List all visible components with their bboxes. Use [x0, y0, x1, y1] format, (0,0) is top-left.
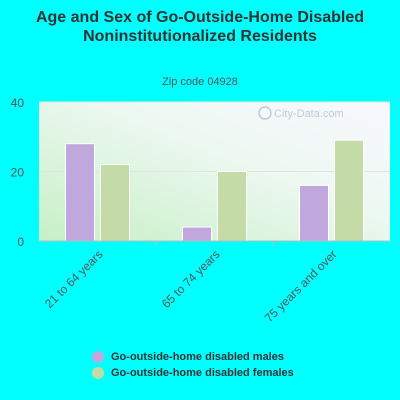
bar-females[interactable] [217, 171, 247, 242]
watermark-text: City-Data.com [274, 108, 344, 120]
legend-item-males: Go-outside-home disabled males [92, 349, 294, 365]
y-tick-label: 40 [11, 96, 25, 110]
legend-label-males: Go-outside-home disabled males [111, 351, 284, 363]
y-tick-label: 20 [11, 166, 25, 180]
legend-label-females: Go-outside-home disabled females [111, 367, 294, 379]
x-tick-label: 65 to 74 years [159, 247, 223, 311]
watermark: City-Data.com [258, 106, 344, 120]
legend-swatch-males [92, 351, 104, 363]
chart-subtitle: Zip code 04928 [162, 76, 238, 88]
bar-males[interactable] [299, 184, 329, 242]
bar-males[interactable] [65, 143, 95, 242]
legend-item-females: Go-outside-home disabled females [92, 365, 294, 381]
x-tick-label: 21 to 64 years [42, 247, 106, 311]
legend-swatch-females [92, 367, 104, 379]
bar-males[interactable] [182, 226, 212, 242]
bar-females[interactable] [334, 139, 364, 242]
bar-females[interactable] [100, 164, 130, 242]
chart-title: Age and Sex of Go-Outside-Home Disabled … [35, 9, 365, 45]
x-tick-label: 75 years and over [262, 247, 340, 325]
legend: Go-outside-home disabled males Go-outsid… [92, 349, 294, 381]
y-tick-label: 0 [17, 235, 24, 249]
